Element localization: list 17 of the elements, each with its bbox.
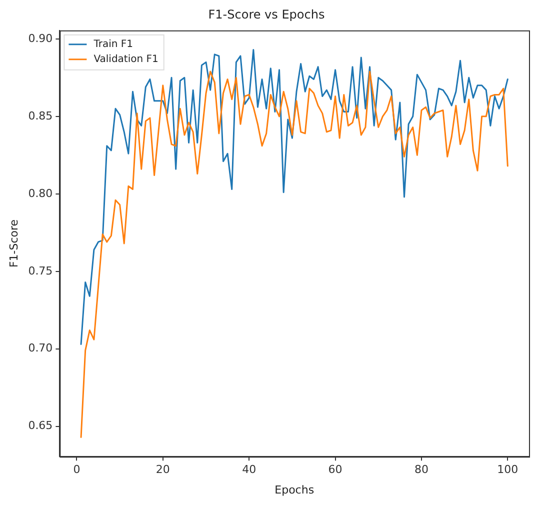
y-tick-label: 0.75 <box>28 264 53 278</box>
y-tick-label: 0.65 <box>28 419 53 432</box>
x-axis-title: Epochs <box>274 483 314 496</box>
y-tick-label: 0.80 <box>28 186 53 200</box>
y-tick-label: 0.90 <box>28 32 53 45</box>
y-tick-label: 0.70 <box>28 342 53 355</box>
legend-label: Train F1 <box>92 38 133 50</box>
y-axis-title: F1-Score <box>7 219 20 268</box>
x-tick-label: 60 <box>328 463 342 476</box>
x-tick-label: 100 <box>497 463 518 476</box>
x-tick-label: 40 <box>242 463 256 476</box>
x-tick-label: 20 <box>156 463 170 476</box>
legend-label: Validation F1 <box>94 54 158 65</box>
chart-title: F1-Score vs Epochs <box>208 7 325 22</box>
x-tick-label: 0 <box>73 463 80 476</box>
x-tick-label: 80 <box>414 463 428 476</box>
y-tick-label: 0.85 <box>28 109 53 122</box>
